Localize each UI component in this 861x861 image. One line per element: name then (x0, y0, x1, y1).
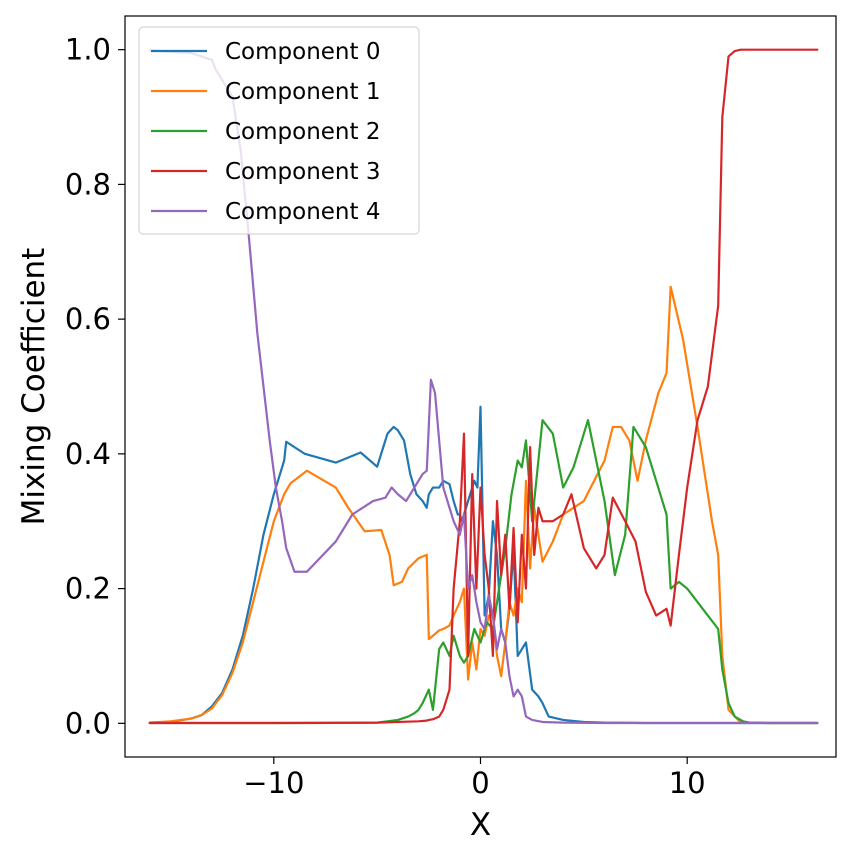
series-line-component-2 (148, 419, 819, 725)
series-line-component-0 (148, 405, 819, 725)
series-line-component-4 (148, 49, 819, 725)
legend-label-component-4: Component 4 (225, 199, 380, 225)
legend-label-component-2: Component 2 (225, 119, 380, 145)
y-tick-label: 0.0 (65, 706, 111, 740)
series-layer (148, 48, 819, 725)
series-line-component-3 (148, 48, 819, 725)
series-line-component-1 (148, 285, 819, 725)
x-axis-ticks: −10 0 10 (243, 757, 706, 800)
legend-entries: Component 0 Component 1 Component 2 Compone… (151, 39, 380, 225)
x-tick-label: 0 (471, 766, 489, 800)
legend-box (138, 26, 420, 235)
y-tick-label: 0.6 (65, 302, 111, 336)
y-tick-label: 0.4 (65, 437, 111, 471)
x-axis-label: X (470, 807, 491, 843)
y-tick-label: 0.2 (65, 572, 111, 606)
legend-label-component-3: Component 3 (225, 159, 380, 185)
y-axis-ticks: 0.0 0.2 0.4 0.6 0.8 1.0 (65, 33, 125, 740)
legend-label-component-1: Component 1 (225, 79, 380, 105)
y-axis-label: Mixing Coefficient (16, 248, 52, 526)
y-tick-label: 1.0 (65, 33, 111, 67)
y-tick-label: 0.8 (65, 167, 111, 201)
legend-label-component-0: Component 0 (225, 39, 380, 65)
legend: Component 0 Component 1 Component 2 Compone… (138, 26, 420, 235)
x-tick-label: −10 (243, 766, 304, 800)
x-tick-label: 10 (669, 766, 706, 800)
